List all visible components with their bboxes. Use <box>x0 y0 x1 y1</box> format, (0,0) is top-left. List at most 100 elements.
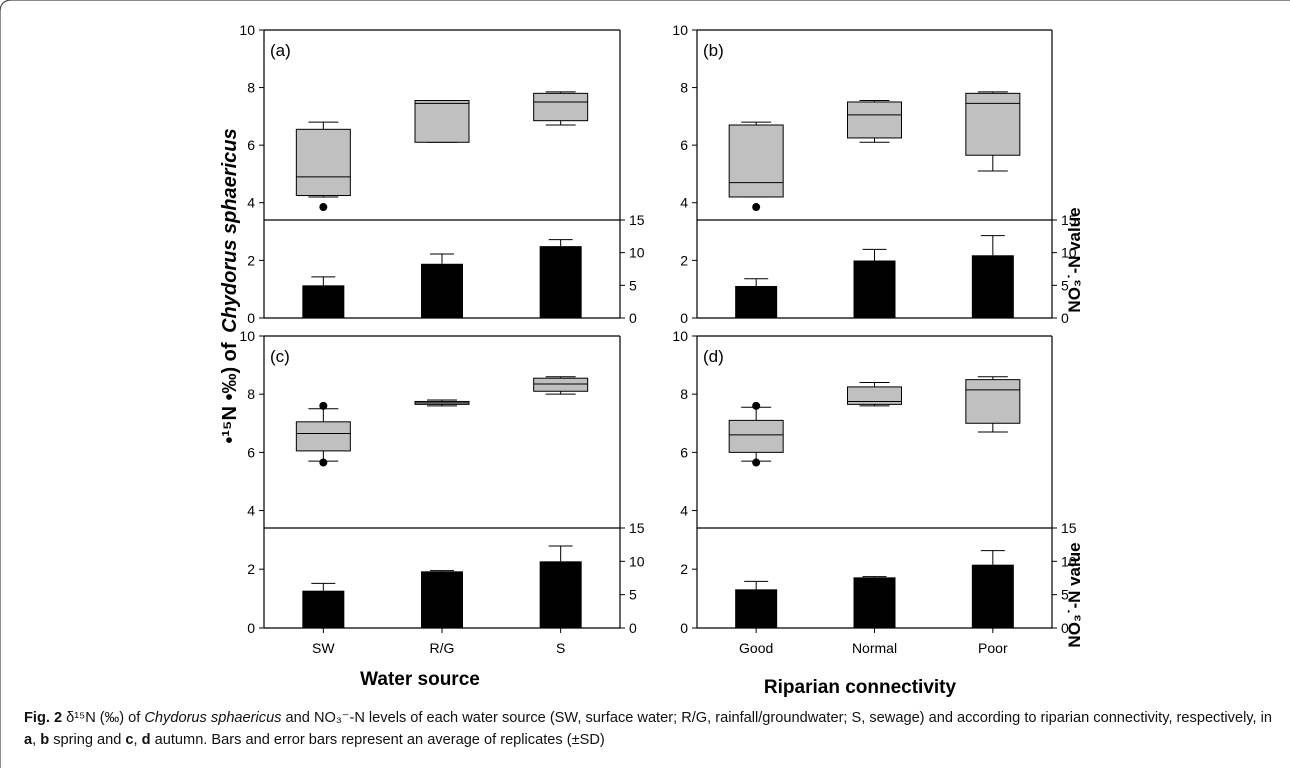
panel-d: 4 6 8 10 0 2 0 5 10 15 (d) Good Normal Poor <box>672 328 1076 656</box>
y-tick-label: 0 <box>247 620 255 636</box>
y-tick-label: 2 <box>680 561 688 577</box>
right-tick-label: 0 <box>1061 310 1069 326</box>
right-tick-label: 15 <box>629 212 645 228</box>
y-tick-label: 4 <box>680 195 688 211</box>
caption-text-2: and NO₃⁻-N levels of each water source (… <box>281 710 1272 726</box>
right-tick-label: 10 <box>629 245 645 261</box>
box-iqr <box>414 100 470 143</box>
right-tick-label: 15 <box>1061 212 1077 228</box>
y-tick-label: 0 <box>680 620 688 636</box>
box-iqr <box>533 377 589 392</box>
x-tick-label: R/G <box>430 640 455 656</box>
caption-species: Chydorus sphaericus <box>144 710 282 726</box>
box-iqr <box>965 92 1021 156</box>
x-tick-label: Poor <box>978 640 1008 656</box>
right-tick-label: 5 <box>1061 277 1069 293</box>
box-outlier <box>752 203 761 212</box>
panels: 4 6 8 10 0 2 0 5 10 15 (a) 4 6 8 10 0 2 0 5 10 15 (b) 4 6 8 10 0 2 0… <box>239 22 1076 656</box>
x-tick-label: SW <box>312 640 335 656</box>
y-tick-label: 10 <box>672 22 688 38</box>
right-tick-label: 15 <box>1061 520 1077 536</box>
box-outlier <box>752 458 761 467</box>
panel-c: 4 6 8 10 0 2 0 5 10 15 (c) SW R/G S <box>239 328 644 656</box>
right-tick-label: 5 <box>629 277 637 293</box>
y-tick-label: 4 <box>680 503 688 519</box>
y-tick-label: 2 <box>680 252 688 268</box>
right-tick-label: 0 <box>629 620 637 636</box>
bar <box>302 590 345 628</box>
figure-caption: Fig. 2 δ¹⁵N (‰) of Chydorus sphaericus a… <box>24 707 1274 751</box>
y-tick-label: 8 <box>247 80 255 96</box>
bar <box>302 285 345 318</box>
right-axis-title-top: NO₃˙-N value <box>1065 207 1084 312</box>
bar <box>971 564 1014 628</box>
box-outlier <box>319 458 328 467</box>
box-outlier <box>319 401 328 410</box>
y-tick-label: 6 <box>247 137 255 153</box>
box-outlier <box>319 203 328 212</box>
bar <box>735 285 778 318</box>
box-iqr <box>295 128 351 197</box>
caption-comma-1: , <box>32 732 41 748</box>
x-tick-label: S <box>556 640 565 656</box>
right-tick-label: 15 <box>629 520 645 536</box>
y-tick-label: 10 <box>672 328 688 344</box>
caption-ref-c: c <box>125 732 134 748</box>
panel-label: (a) <box>270 41 291 60</box>
caption-ref-b: b <box>40 732 50 748</box>
panel-b: 4 6 8 10 0 2 0 5 10 15 (b) <box>672 22 1076 326</box>
panel-label: (b) <box>703 41 724 60</box>
box-iqr <box>533 92 589 122</box>
bar <box>421 263 463 318</box>
y-tick-label: 6 <box>680 137 688 153</box>
y-tick-label: 4 <box>247 195 255 211</box>
left-axis-title-species: Chydorus sphaericus <box>219 128 241 333</box>
caption-text-4: autumn. Bars and error bars represent an… <box>150 732 605 748</box>
right-tick-label: 5 <box>1061 587 1069 603</box>
box-iqr <box>728 124 784 198</box>
y-tick-label: 10 <box>239 22 255 38</box>
box-iqr <box>847 101 902 139</box>
box-outlier <box>752 401 761 410</box>
left-axis-title: •¹⁵N •‰) of Chydorus sphaericus <box>219 128 241 443</box>
x-tick-label: Good <box>739 640 773 656</box>
bar <box>735 589 778 628</box>
y-tick-label: 4 <box>247 503 255 519</box>
bottom-title-riparian: Riparian connectivity <box>764 677 957 698</box>
right-tick-label: 0 <box>1061 620 1069 636</box>
x-tick-label: Normal <box>852 640 897 656</box>
y-tick-label: 10 <box>239 328 255 344</box>
y-tick-label: 6 <box>247 444 255 460</box>
box-iqr <box>295 421 351 452</box>
bar <box>539 246 582 318</box>
box-iqr <box>965 379 1021 424</box>
right-tick-label: 10 <box>1061 245 1077 261</box>
box-iqr <box>728 419 784 453</box>
y-tick-label: 0 <box>680 310 688 326</box>
y-tick-label: 8 <box>680 386 688 402</box>
right-tick-label: 10 <box>1061 553 1077 569</box>
bar <box>853 577 896 628</box>
y-tick-label: 2 <box>247 561 255 577</box>
right-axis-title-bottom: NO₃˙-N value <box>1065 542 1084 647</box>
caption-ref-a: a <box>24 732 33 748</box>
caption-text-1: δ¹⁵N (‰) of <box>62 710 145 726</box>
bottom-title-water-source: Water source <box>360 669 480 690</box>
box-iqr <box>847 386 902 405</box>
right-tick-label: 10 <box>629 553 645 569</box>
caption-text-3: spring and <box>49 732 126 748</box>
bar <box>421 571 463 628</box>
panel-a: 4 6 8 10 0 2 0 5 10 15 (a) <box>239 22 644 326</box>
left-axis-title-prefix: •¹⁵N •‰) of <box>219 342 241 443</box>
right-tick-label: 0 <box>629 310 637 326</box>
y-tick-label: 2 <box>247 252 255 268</box>
bar <box>971 255 1014 318</box>
right-tick-label: 5 <box>629 587 637 603</box>
bar <box>853 260 896 318</box>
panel-label: (c) <box>270 347 290 366</box>
y-tick-label: 0 <box>247 310 255 326</box>
y-tick-label: 8 <box>680 80 688 96</box>
caption-comma-2: , <box>133 732 142 748</box>
